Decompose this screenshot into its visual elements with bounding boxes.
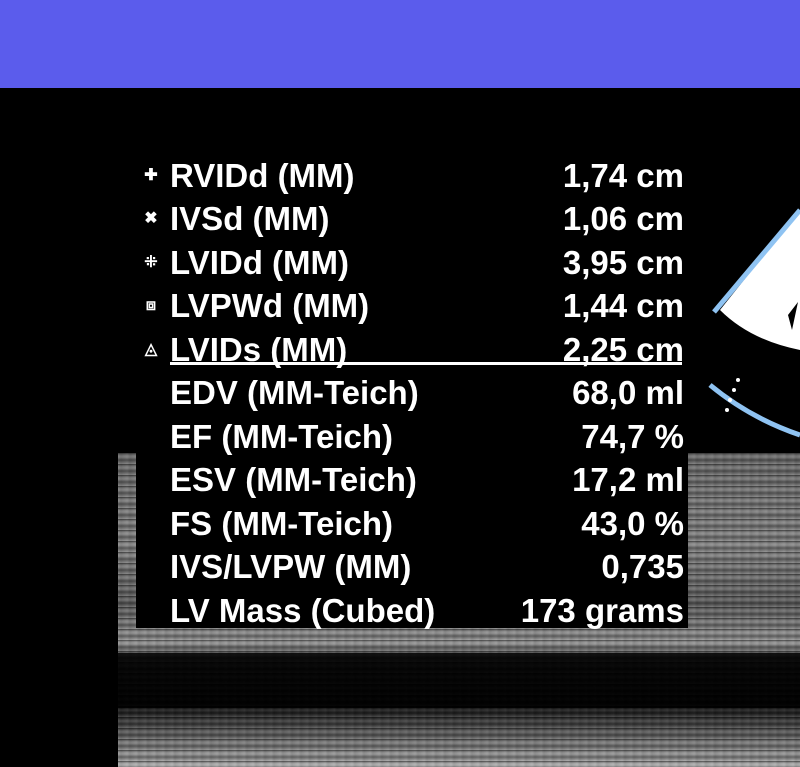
measurement-value: 17,2 ml bbox=[572, 461, 684, 498]
measurement-label: LVIDd (MM) bbox=[170, 244, 350, 281]
measurement-label: LV Mass (Cubed) bbox=[170, 592, 436, 629]
measurement-label: RVIDd (MM) bbox=[170, 157, 355, 194]
measurement-row: ✚ RVIDd (MM) 1,74 cm bbox=[136, 154, 688, 197]
triangle-marker-icon: ◬ bbox=[144, 341, 158, 358]
header-bar bbox=[0, 0, 800, 88]
calculation-row: ESV (MM-Teich) 17,2 ml bbox=[136, 458, 688, 501]
measurement-value: 2,25 cm bbox=[562, 331, 684, 368]
measurement-value: 43,0 % bbox=[581, 505, 684, 542]
measurement-label: FS (MM-Teich) bbox=[170, 505, 394, 542]
calculation-row: FS (MM-Teich) 43,0 % bbox=[136, 502, 688, 545]
measurement-row: ⁜ LVIDd (MM) 3,95 cm bbox=[136, 241, 688, 284]
x-marker-icon: ✖ bbox=[144, 210, 158, 227]
measurement-results-panel: ✚ RVIDd (MM) 1,74 cm ✖ IVSd (MM) 1,06 cm ⁜ LVID… bbox=[136, 150, 688, 629]
plus-marker-icon: ✚ bbox=[144, 167, 158, 184]
measurement-row: ✖ IVSd (MM) 1,06 cm bbox=[136, 197, 688, 240]
measurement-value: 3,95 cm bbox=[562, 244, 684, 281]
calculation-row: EF (MM-Teich) 74,7 % bbox=[136, 415, 688, 458]
measurement-value: 68,0 ml bbox=[572, 374, 684, 411]
measurement-value: 173 grams bbox=[520, 592, 684, 629]
calculation-row: IVS/LVPW (MM) 0,735 bbox=[136, 545, 688, 588]
m-mode-dark-band bbox=[118, 653, 800, 708]
measurement-label: EDV (MM-Teich) bbox=[170, 374, 419, 411]
measurement-value: 0,735 bbox=[601, 548, 684, 585]
measurement-label: IVS/LVPW (MM) bbox=[170, 548, 412, 585]
measurement-value: 1,06 cm bbox=[562, 200, 684, 237]
measurement-value: 74,7 % bbox=[581, 418, 684, 455]
measurement-value: 1,44 cm bbox=[562, 287, 684, 324]
measurement-value: 1,74 cm bbox=[562, 157, 684, 194]
calculation-row: EDV (MM-Teich) 68,0 ml bbox=[136, 371, 688, 414]
measurement-row: ⧈ LVPWd (MM) 1,44 cm bbox=[136, 284, 688, 327]
measurement-label: ESV (MM-Teich) bbox=[170, 461, 417, 498]
measurement-row: ◬ LVIDs (MM) 2,25 cm bbox=[136, 328, 688, 371]
dotted-cross-marker-icon: ⁜ bbox=[144, 254, 158, 271]
square-marker-icon: ⧈ bbox=[145, 297, 157, 314]
measurement-label: LVIDs (MM) bbox=[170, 331, 348, 368]
measurement-label: IVSd (MM) bbox=[170, 200, 330, 237]
ultrasound-sector-icon bbox=[708, 208, 800, 438]
calculation-row: LV Mass (Cubed) 173 grams bbox=[136, 589, 688, 632]
measurement-separator-line bbox=[170, 362, 682, 365]
measurement-label: LVPWd (MM) bbox=[170, 287, 370, 324]
measurement-label: EF (MM-Teich) bbox=[170, 418, 394, 455]
